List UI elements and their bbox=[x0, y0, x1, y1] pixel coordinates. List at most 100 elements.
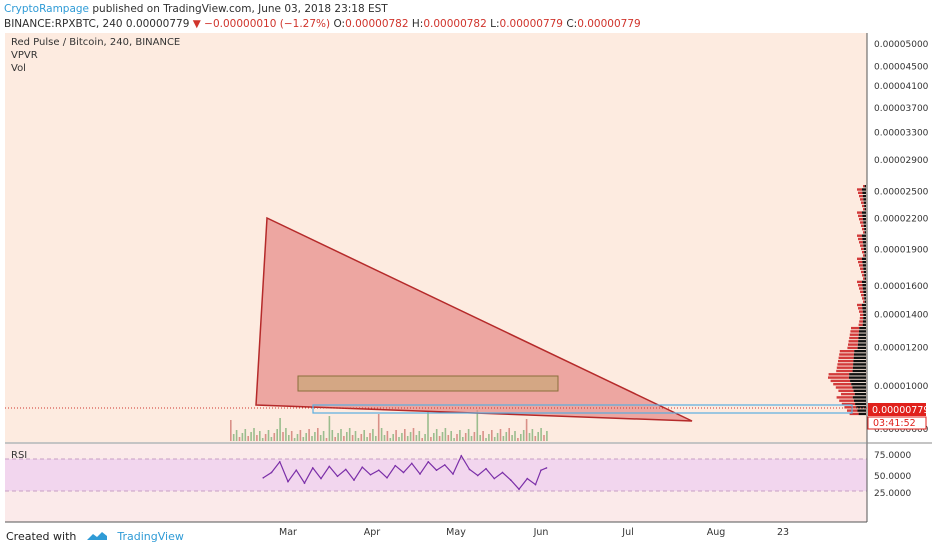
vpvr-bar-buy bbox=[853, 359, 866, 363]
vpvr-bar-buy bbox=[857, 346, 866, 350]
volume-bar bbox=[314, 432, 316, 441]
vpvr-bar-buy bbox=[861, 188, 866, 191]
rsi-point bbox=[485, 467, 487, 470]
volume-bar bbox=[256, 435, 258, 441]
author-link[interactable]: CryptoRampage bbox=[4, 3, 90, 15]
rsi-point bbox=[262, 477, 265, 479]
vpvr-bar-buy bbox=[863, 313, 866, 317]
volume-bar bbox=[264, 434, 267, 441]
volume-bar bbox=[279, 418, 281, 441]
rsi-axis-labels: 75.0000 50.0000 25.0000 bbox=[874, 451, 911, 499]
vpvr-bar-sell bbox=[862, 204, 865, 208]
volume-bar bbox=[543, 435, 545, 441]
rsi-point bbox=[369, 473, 372, 476]
volume-bar bbox=[267, 430, 270, 441]
volume-bar bbox=[435, 429, 438, 441]
support-zone-drawing[interactable] bbox=[312, 404, 853, 414]
rsi-point bbox=[460, 454, 463, 457]
vpvr-bar-buy bbox=[863, 270, 866, 274]
vpvr-bar-sell bbox=[859, 287, 863, 290]
accumulation-box-drawing[interactable] bbox=[297, 375, 559, 392]
volume-bar bbox=[450, 431, 452, 441]
volume-bar bbox=[421, 438, 423, 441]
vpvr-bar-sell bbox=[858, 191, 863, 194]
rsi-legend: RSI bbox=[11, 450, 27, 461]
volume-bar bbox=[546, 431, 548, 441]
vpvr-bar-sell bbox=[863, 300, 865, 303]
vpvr-bar-sell bbox=[857, 188, 862, 191]
volume-bar bbox=[485, 438, 487, 441]
rsi-point bbox=[278, 461, 281, 463]
volume-bar bbox=[357, 438, 360, 441]
rsi-band bbox=[5, 459, 867, 491]
last-price-tag bbox=[868, 403, 926, 416]
vpvr-bar-sell bbox=[841, 392, 855, 396]
price-axis-tick: 0.00001000 bbox=[874, 382, 929, 392]
vpvr-bar-buy bbox=[862, 194, 866, 198]
price-axis-tick: 0.00003700 bbox=[874, 104, 929, 114]
open-value: 0.00000782 bbox=[345, 18, 409, 30]
volume-bar bbox=[238, 437, 241, 441]
vpvr-bar-buy bbox=[856, 406, 866, 409]
vpvr-bar-buy bbox=[854, 392, 866, 396]
vpvr-bar-buy bbox=[862, 320, 866, 323]
volume-bar bbox=[508, 428, 510, 441]
volume-bar bbox=[462, 437, 464, 441]
vpvr-bar-sell bbox=[836, 369, 853, 373]
price-axis-tick: 0.00002200 bbox=[874, 214, 929, 224]
vpvr-bar-buy bbox=[854, 350, 866, 353]
vpvr-bar-buy bbox=[850, 379, 866, 383]
vpvr-bar-sell bbox=[839, 353, 854, 356]
price-axis-tick: 0.00000600 bbox=[874, 425, 929, 435]
volume-bar bbox=[412, 428, 415, 441]
vpvr-bar-sell bbox=[838, 389, 854, 392]
time-axis-tick: Apr bbox=[364, 527, 381, 538]
volume-bar bbox=[540, 428, 542, 441]
vpvr-bar-buy bbox=[862, 264, 866, 267]
vpvr-bar-buy bbox=[858, 336, 866, 340]
vpvr-bar-sell bbox=[862, 251, 865, 254]
vpvr-bar-buy bbox=[862, 307, 866, 310]
vpvr-bar-sell bbox=[838, 356, 854, 359]
time-axis-tick: Jul bbox=[621, 527, 633, 538]
volume-bar bbox=[366, 437, 368, 441]
vpvr-bar-sell bbox=[857, 211, 862, 214]
vpvr-bar-sell bbox=[858, 260, 863, 264]
price-axis-tick: 0.00004500 bbox=[874, 62, 929, 72]
volume-bar bbox=[438, 436, 441, 441]
vpvr-bar-sell bbox=[858, 307, 863, 310]
vpvr-bar-sell bbox=[838, 359, 854, 363]
vpvr-bar-buy bbox=[861, 303, 866, 307]
volume-bar bbox=[456, 434, 458, 441]
price-axis-tick: 0.00002500 bbox=[874, 187, 929, 197]
volume-bar bbox=[261, 438, 264, 441]
volume-bar bbox=[380, 428, 383, 441]
rsi-point bbox=[518, 488, 520, 491]
vpvr-bar-sell bbox=[836, 396, 853, 399]
time-axis-tick: Aug bbox=[707, 527, 726, 538]
vpvr-bar-sell bbox=[860, 290, 864, 293]
tradingview-brand[interactable]: TradingView bbox=[117, 530, 184, 543]
rsi-point bbox=[320, 477, 322, 480]
volume-bar bbox=[302, 437, 305, 441]
vpvr-bar-sell bbox=[828, 376, 849, 379]
volume-bars bbox=[230, 410, 548, 441]
volume-bar bbox=[476, 410, 479, 441]
vpvr-bar-sell bbox=[837, 363, 854, 366]
vpvr-bar-sell bbox=[858, 214, 863, 218]
rsi-axis-tick: 75.0000 bbox=[874, 451, 911, 461]
rsi-point bbox=[468, 468, 471, 471]
rsi-point bbox=[452, 473, 454, 475]
volume-bar bbox=[325, 438, 328, 441]
vpvr-bar-buy bbox=[861, 257, 866, 260]
volume-bar bbox=[273, 433, 276, 441]
vpvr-bar-sell bbox=[863, 231, 865, 234]
volume-bar bbox=[319, 435, 322, 441]
vpvr-bar-buy bbox=[862, 237, 866, 241]
volume-bar bbox=[482, 431, 484, 441]
published-text: published on TradingView.com, June 03, 2… bbox=[92, 3, 388, 15]
vpvr-bar-buy bbox=[853, 363, 866, 366]
volume-bar bbox=[392, 434, 394, 441]
vpvr-bar-buy bbox=[857, 343, 866, 346]
